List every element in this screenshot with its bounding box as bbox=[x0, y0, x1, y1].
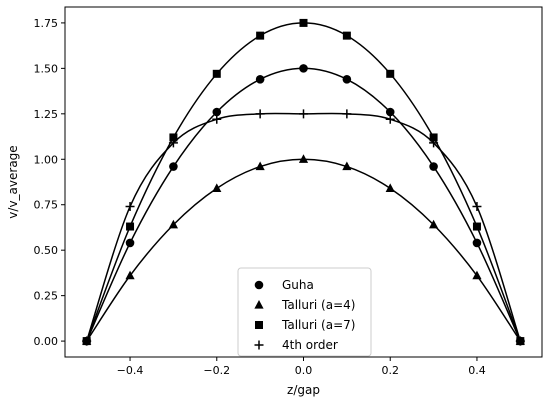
y-tick-label: 1.25 bbox=[34, 108, 59, 121]
data-point bbox=[299, 109, 308, 119]
data-point bbox=[342, 31, 351, 40]
data-point bbox=[126, 222, 135, 231]
data-point bbox=[385, 183, 395, 192]
legend-marker bbox=[255, 321, 263, 329]
data-point bbox=[125, 270, 135, 280]
legend-marker bbox=[254, 300, 264, 309]
legend: Guha Talluri (a=4) Talluri (a=7) 4th order bbox=[237, 267, 372, 357]
x-tick-label: −0.4 bbox=[117, 364, 144, 377]
data-point bbox=[82, 336, 92, 346]
data-point bbox=[429, 162, 438, 171]
data-point bbox=[472, 270, 482, 280]
data-point bbox=[255, 161, 265, 171]
data-point bbox=[212, 183, 222, 192]
legend-label: Talluri (a=7) bbox=[281, 318, 355, 332]
data-point bbox=[515, 336, 525, 346]
data-point bbox=[169, 162, 178, 171]
data-point bbox=[255, 109, 265, 119]
y-tick-label: 0.75 bbox=[34, 199, 59, 212]
x-tick-label: 0.0 bbox=[295, 364, 313, 377]
y-tick-label: 0.50 bbox=[34, 244, 59, 257]
data-point bbox=[255, 74, 265, 84]
x-tick-label: 0.4 bbox=[468, 364, 486, 377]
x-tick-label: −0.2 bbox=[203, 364, 230, 377]
data-point bbox=[472, 238, 482, 248]
y-tick-label: 1.00 bbox=[34, 153, 59, 166]
data-point bbox=[386, 69, 395, 78]
y-tick-label: 0.25 bbox=[34, 290, 59, 303]
data-point bbox=[472, 202, 482, 212]
data-point bbox=[429, 133, 438, 142]
data-point bbox=[298, 154, 309, 163]
data-point bbox=[168, 219, 179, 229]
y-tick-label: 0.00 bbox=[34, 335, 59, 348]
data-point bbox=[212, 69, 221, 78]
data-point bbox=[168, 138, 178, 148]
data-point bbox=[125, 238, 135, 248]
y-axis-label: v/v_average bbox=[6, 145, 20, 218]
x-axis-label: z/gap bbox=[287, 383, 320, 397]
data-point bbox=[256, 31, 265, 40]
data-point bbox=[299, 18, 308, 27]
data-point bbox=[342, 74, 352, 84]
series-markers bbox=[82, 18, 525, 346]
legend-label: Talluri (a=4) bbox=[281, 298, 355, 312]
legend-label: 4th order bbox=[282, 338, 338, 352]
x-tick-label: 0.2 bbox=[381, 364, 399, 377]
data-point bbox=[428, 219, 439, 229]
y-axis-ticks: 0.00 0.25 0.50 0.75 1.00 1.25 1.50 1.75 bbox=[34, 17, 65, 348]
y-tick-label: 1.50 bbox=[34, 62, 59, 75]
legend-frame bbox=[237, 267, 372, 357]
data-point bbox=[342, 161, 352, 171]
data-point bbox=[169, 133, 178, 142]
data-point bbox=[342, 109, 352, 119]
data-point bbox=[125, 202, 135, 212]
legend-marker bbox=[254, 280, 264, 290]
x-axis-ticks: −0.4 −0.2 0.0 0.2 0.4 bbox=[117, 357, 486, 377]
y-tick-label: 1.75 bbox=[34, 17, 59, 30]
data-point bbox=[429, 138, 439, 148]
data-point bbox=[472, 222, 481, 231]
legend-marker bbox=[254, 340, 264, 350]
data-point bbox=[299, 64, 308, 73]
data-point bbox=[212, 114, 222, 124]
data-point bbox=[385, 107, 395, 117]
data-point bbox=[385, 114, 395, 124]
legend-label: Guha bbox=[282, 278, 314, 292]
data-point bbox=[212, 107, 222, 117]
